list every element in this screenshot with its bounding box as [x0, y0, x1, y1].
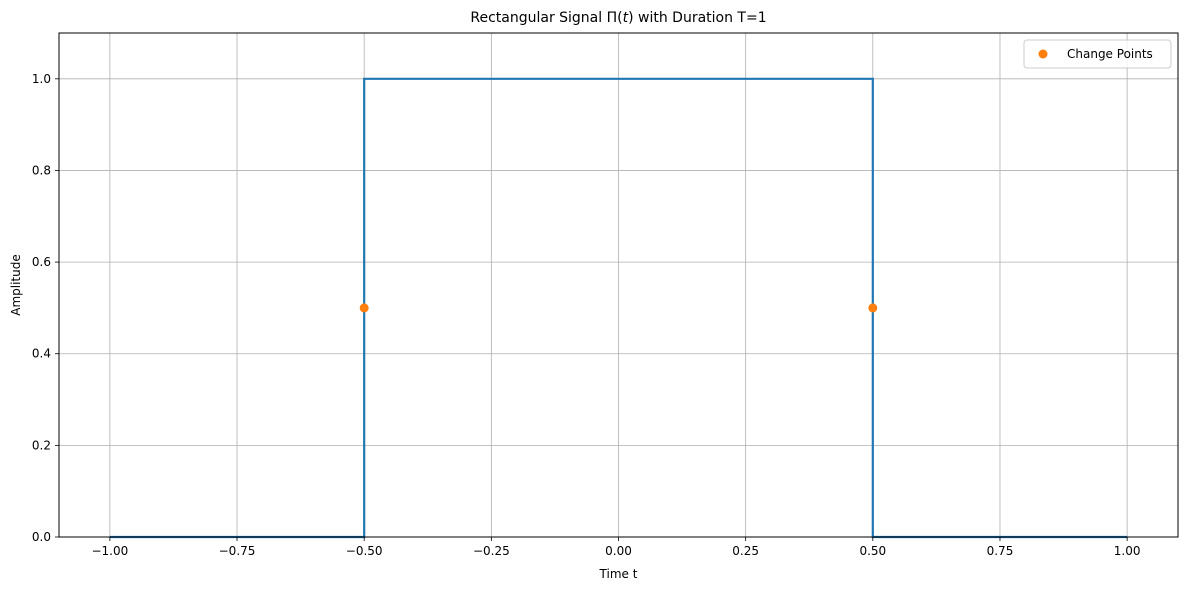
x-tick-label: −0.50	[346, 544, 383, 558]
x-tick-label: 0.75	[987, 544, 1014, 558]
y-tick-label: 0.4	[32, 347, 51, 361]
grid-layer	[59, 33, 1178, 538]
change-point-marker	[868, 303, 878, 313]
legend-label: Change Points	[1067, 47, 1153, 61]
x-tick-label: −0.75	[219, 544, 256, 558]
legend: Change Points	[1023, 39, 1172, 69]
x-tick-label: −1.00	[91, 544, 128, 558]
x-tick-label: −0.25	[473, 544, 510, 558]
y-tick-label: 1.0	[32, 72, 51, 86]
x-tick-label: 0.25	[732, 544, 759, 558]
legend-box	[1023, 39, 1172, 69]
x-tick-label: 0.50	[859, 544, 886, 558]
x-tick-label: 0.00	[605, 544, 632, 558]
y-axis-label: Amplitude	[9, 254, 23, 316]
chart-title: Rectangular Signal Π(t) with Duration T=…	[470, 10, 766, 26]
x-axis-label: Time t	[599, 567, 638, 581]
y-tick-label: 0.2	[32, 438, 51, 452]
legend-marker	[1038, 49, 1048, 59]
x-tick-label: 1.00	[1114, 544, 1141, 558]
change-point-marker	[359, 303, 369, 313]
y-tick-label: 0.6	[32, 255, 51, 269]
tick-layer: −1.00 −0.75 −0.50 −0.25 0.00 0.25 0.50 0.75 1.00…	[32, 72, 1141, 558]
y-tick-label: 0.8	[32, 163, 51, 177]
y-tick-label: 0.0	[32, 530, 51, 544]
